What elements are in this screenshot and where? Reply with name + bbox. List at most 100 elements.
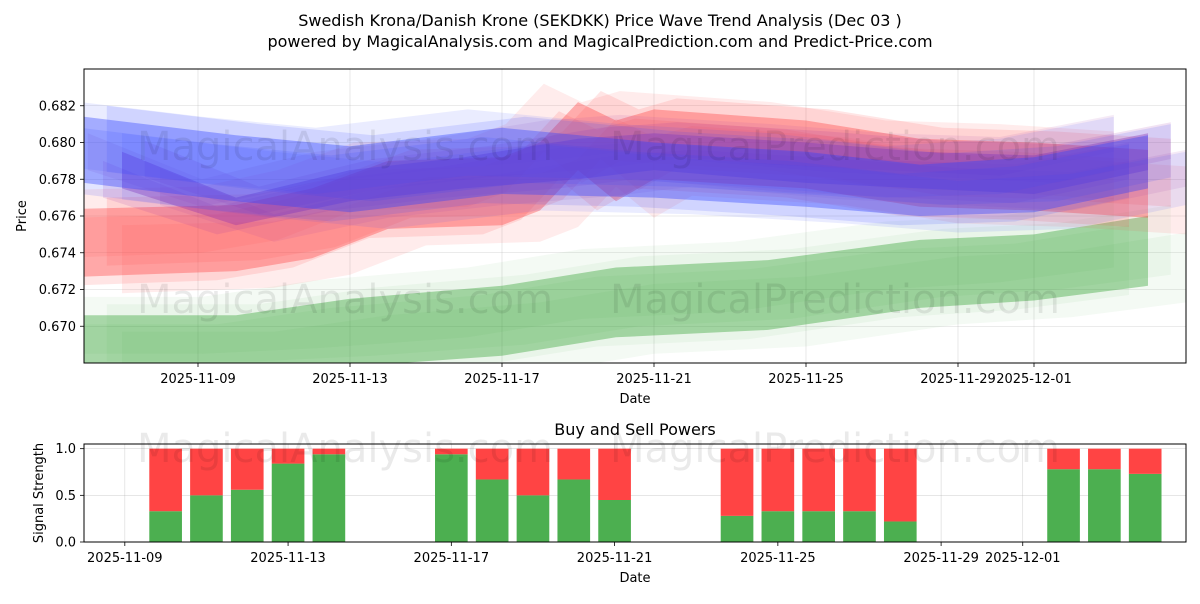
price-chart: MagicalAnalysis.com MagicalPrediction.co… [15, 68, 1187, 407]
power-plot-frame [83, 443, 1187, 543]
power-x-tick-label-6: 2025-12-01 [985, 551, 1061, 566]
buy-bar-2025-11-13 [271, 463, 305, 542]
buy-bar-2025-12-03 [1088, 469, 1121, 542]
red-band-layer-0 [84, 102, 1148, 277]
red-band-layer-4 [84, 83, 1114, 258]
purple-band-layer-2 [103, 142, 1129, 235]
sell-bar-2025-12-02 [1047, 448, 1080, 470]
power-x-tick-label-5: 2025-11-29 [903, 551, 979, 566]
buy-bar-2025-11-17 [435, 454, 468, 542]
power-chart: Buy and Sell Powers MagicalAnalysis.com … [32, 420, 1187, 586]
buy-bar-2025-11-12 [230, 489, 264, 542]
price-x-tick-label-6: 2025-12-01 [996, 372, 1072, 387]
power-bars [149, 448, 1162, 542]
price-x-ticks: 2025-11-09 2025-11-13 2025-11-17 2025-11-21… [160, 363, 1072, 387]
price-y-tick-label-5: 0.680 [39, 136, 76, 151]
sell-bar-2025-11-21 [598, 448, 631, 500]
buy-bar-2025-11-20 [557, 479, 591, 542]
sell-bar-2025-11-11 [190, 448, 223, 496]
watermark-analysis-2: MagicalAnalysis.com [137, 277, 553, 323]
buy-bar-2025-11-19 [516, 495, 550, 542]
purple-band-layer-0 [122, 133, 1148, 226]
blue-band-layer-4 [84, 102, 1114, 198]
green-band-layer-0 [84, 216, 1148, 363]
price-y-tick-label-3: 0.676 [39, 210, 76, 225]
sell-bar-2025-11-24 [720, 448, 754, 516]
buy-bar-2025-11-28 [883, 521, 917, 542]
watermark-prediction-1: MagicalPrediction.com [610, 124, 1060, 170]
sell-bar-2025-11-25 [761, 448, 795, 512]
price-watermarks: MagicalAnalysis.com MagicalPrediction.co… [137, 124, 1060, 323]
chart-title-line2: powered by MagicalAnalysis.com and Magic… [267, 32, 932, 51]
price-y-tick-label-2: 0.674 [39, 246, 76, 261]
purple-band-layer-3 [160, 149, 1186, 242]
power-watermarks: MagicalAnalysis.com MagicalPrediction.co… [137, 426, 1060, 472]
buy-bar-2025-11-25 [761, 511, 795, 542]
chart-title-line1: Swedish Krona/Danish Krone (SEKDKK) Pric… [298, 11, 902, 30]
buy-bar-2025-11-14 [312, 454, 346, 542]
buy-bar-2025-11-18 [475, 479, 509, 542]
blue-band-layer-2 [84, 128, 1129, 226]
price-y-tick-label-1: 0.672 [39, 283, 76, 298]
watermark-analysis-1: MagicalAnalysis.com [137, 124, 553, 170]
red-band-layer-1 [106, 91, 1171, 266]
price-x-tick-label-0: 2025-11-09 [160, 372, 236, 387]
price-x-tick-label-4: 2025-11-25 [768, 372, 844, 387]
red-band-layer-3 [122, 118, 1186, 294]
sell-bar-2025-11-17 [435, 448, 468, 455]
power-y-ticks: 0.0 0.5 1.0 [55, 442, 84, 551]
green-band-layer-2 [84, 225, 1129, 363]
price-x-tick-label-2: 2025-11-17 [464, 372, 540, 387]
blue-band-layer-1 [106, 105, 1171, 205]
sell-bar-2025-11-26 [802, 448, 835, 512]
buy-bar-2025-11-11 [190, 495, 223, 542]
price-grid [84, 69, 1186, 363]
buy-bar-2025-11-27 [843, 511, 876, 542]
price-x-tick-label-5: 2025-11-29 [920, 372, 996, 387]
power-x-tick-label-3: 2025-11-21 [577, 551, 653, 566]
green-band-layer-1 [106, 205, 1171, 362]
power-x-tick-label-2: 2025-11-17 [414, 551, 490, 566]
blue-band-layer-0 [84, 116, 1148, 216]
price-y-tick-label-6: 0.682 [39, 99, 76, 114]
power-y-tick-label-1: 0.5 [55, 489, 76, 504]
price-y-ticks: 0.670 0.672 0.674 0.676 0.678 0.680 0.682 [39, 99, 84, 335]
price-x-tick-label-3: 2025-11-21 [616, 372, 692, 387]
watermark-prediction-3: MagicalPrediction.com [610, 426, 1060, 472]
power-y-tick-label-0: 0.0 [55, 536, 76, 551]
power-y-label: Signal Strength [32, 443, 47, 543]
power-x-tick-label-4: 2025-11-25 [740, 551, 816, 566]
sell-bar-2025-11-13 [271, 448, 305, 464]
power-chart-title: Buy and Sell Powers [554, 420, 716, 439]
sell-bar-2025-11-10 [149, 448, 182, 512]
buy-bar-2025-12-04 [1128, 473, 1162, 542]
buy-bar-2025-11-24 [720, 515, 754, 542]
sell-bar-2025-11-18 [475, 448, 509, 480]
sell-bar-2025-11-28 [883, 448, 917, 522]
price-x-label: Date [619, 392, 650, 407]
sell-bar-2025-11-19 [516, 448, 550, 496]
price-y-label: Price [15, 200, 30, 232]
green-band-layer-4 [84, 197, 1114, 354]
sell-bar-2025-12-03 [1088, 448, 1121, 470]
purple-band-layer-4 [87, 114, 1114, 207]
buy-bar-2025-11-10 [149, 511, 182, 542]
price-x-tick-label-1: 2025-11-13 [312, 372, 388, 387]
power-x-ticks: 2025-11-09 2025-11-13 2025-11-17 2025-11-21… [87, 542, 1061, 566]
price-y-tick-label-4: 0.678 [39, 173, 76, 188]
sell-bar-2025-11-12 [230, 448, 264, 490]
sell-bar-2025-11-27 [843, 448, 876, 512]
buy-bar-2025-11-26 [802, 511, 835, 542]
power-x-tick-label-1: 2025-11-13 [250, 551, 326, 566]
power-x-label: Date [619, 571, 650, 586]
watermark-prediction-2: MagicalPrediction.com [610, 277, 1060, 323]
price-y-tick-label-0: 0.670 [39, 320, 76, 335]
sell-bar-2025-12-04 [1128, 448, 1162, 474]
power-y-tick-label-2: 1.0 [55, 442, 76, 457]
red-band-layer-2 [84, 111, 1129, 286]
purple-band-layer-1 [144, 122, 1171, 215]
buy-bar-2025-12-02 [1047, 469, 1080, 542]
price-bands [84, 83, 1186, 363]
buy-bar-2025-11-21 [598, 500, 631, 542]
